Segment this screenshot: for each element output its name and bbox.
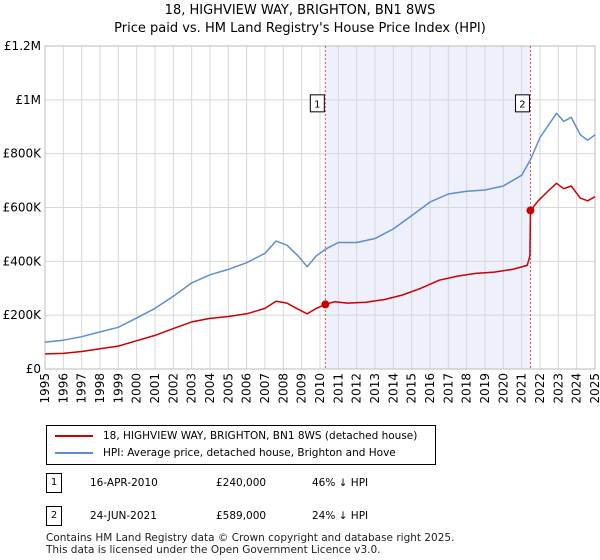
x-tick-label: 2017 [441, 373, 455, 404]
x-tick-label: 1998 [93, 373, 107, 404]
chart-title: 18, HIGHVIEW WAY, BRIGHTON, BN1 8WS [164, 3, 436, 18]
sale-marker-badge [514, 94, 530, 113]
x-tick-label: 1995 [38, 373, 52, 404]
sale-point [526, 206, 535, 215]
x-tick-label: 2006 [240, 373, 254, 404]
x-tick-label: 2010 [313, 373, 327, 404]
transaction-number: 1 [46, 473, 62, 493]
transaction-number: 2 [46, 506, 62, 526]
x-tick-label: 2021 [515, 373, 529, 404]
x-tick-label: 1997 [75, 373, 89, 404]
sale-marker-badge [309, 94, 325, 113]
transaction-price: £589,000 [216, 510, 267, 522]
chart-legend: 18, HIGHVIEW WAY, BRIGHTON, BN1 8WS (det… [46, 425, 436, 465]
footer-attribution: Contains HM Land Registry data © Crown c… [46, 532, 454, 556]
transaction-hpi: 46% ↓ HPI [312, 477, 369, 489]
x-tick-label: 2020 [496, 373, 510, 404]
legend-label-hpi: HPI: Average price, detached house, Brig… [103, 447, 396, 459]
x-tick-label: 2015 [405, 373, 419, 404]
x-tick-label: 2009 [295, 373, 309, 404]
x-tick-label: 2012 [350, 373, 364, 404]
transaction-hpi: 24% ↓ HPI [312, 510, 369, 522]
sale-marker-label: 2 [519, 99, 525, 110]
sale-point [321, 300, 330, 309]
x-tick-label: 2004 [203, 373, 217, 404]
x-tick-label: 2019 [478, 373, 492, 404]
y-tick-label: £200K [3, 308, 43, 322]
x-tick-label: 2011 [331, 373, 345, 404]
footer-copyright: Contains HM Land Registry data © Crown c… [46, 532, 455, 544]
x-tick-label: 2022 [533, 373, 547, 404]
legend-swatch-price [55, 435, 93, 437]
x-tick-label: 2018 [460, 373, 474, 404]
y-tick-label: £600K [3, 201, 43, 215]
y-tick-label: £1M [15, 93, 41, 107]
price-chart: £0 £200K £400K £600K £800K £1M £1.2M 1995 1996 19… [3, 39, 600, 404]
x-tick-label: 1996 [56, 373, 70, 404]
x-tick-label: 2001 [148, 373, 162, 404]
price-paid-line [44, 182, 596, 355]
transaction-date: 16-APR-2010 [90, 477, 158, 489]
x-tick-label: 2002 [166, 373, 180, 404]
x-tick-label: 2003 [185, 373, 199, 404]
x-tick-label: 2024 [570, 373, 584, 404]
x-tick-label: 2014 [386, 373, 400, 404]
sale-marker-label: 1 [314, 99, 320, 110]
x-tick-label: 2008 [276, 373, 290, 404]
legend-label-price: 18, HIGHVIEW WAY, BRIGHTON, BN1 8WS (det… [103, 430, 418, 442]
x-tick-label: 2016 [423, 373, 437, 404]
y-tick-label: £1.2M [4, 39, 41, 53]
hpi-line [44, 112, 596, 343]
transaction-price: £240,000 [216, 477, 267, 489]
footer-license: This data is licensed under the Open Gov… [46, 544, 381, 556]
legend-swatch-hpi [55, 452, 93, 454]
x-tick-label: 2005 [221, 373, 235, 404]
x-tick-label: 2007 [258, 373, 272, 404]
x-tick-label: 2013 [368, 373, 382, 404]
x-tick-label: 2025 [588, 373, 600, 404]
y-tick-label: £800K [3, 147, 43, 161]
chart-subtitle: Price paid vs. HM Land Registry's House … [114, 21, 486, 36]
y-tick-label: £0 [26, 362, 41, 376]
x-tick-label: 2000 [130, 373, 144, 404]
plot-border [44, 45, 596, 370]
x-tick-label: 1999 [111, 373, 125, 404]
x-tick-label: 2023 [551, 373, 565, 404]
transaction-date: 24-JUN-2021 [90, 510, 157, 522]
y-tick-label: £400K [3, 254, 43, 268]
